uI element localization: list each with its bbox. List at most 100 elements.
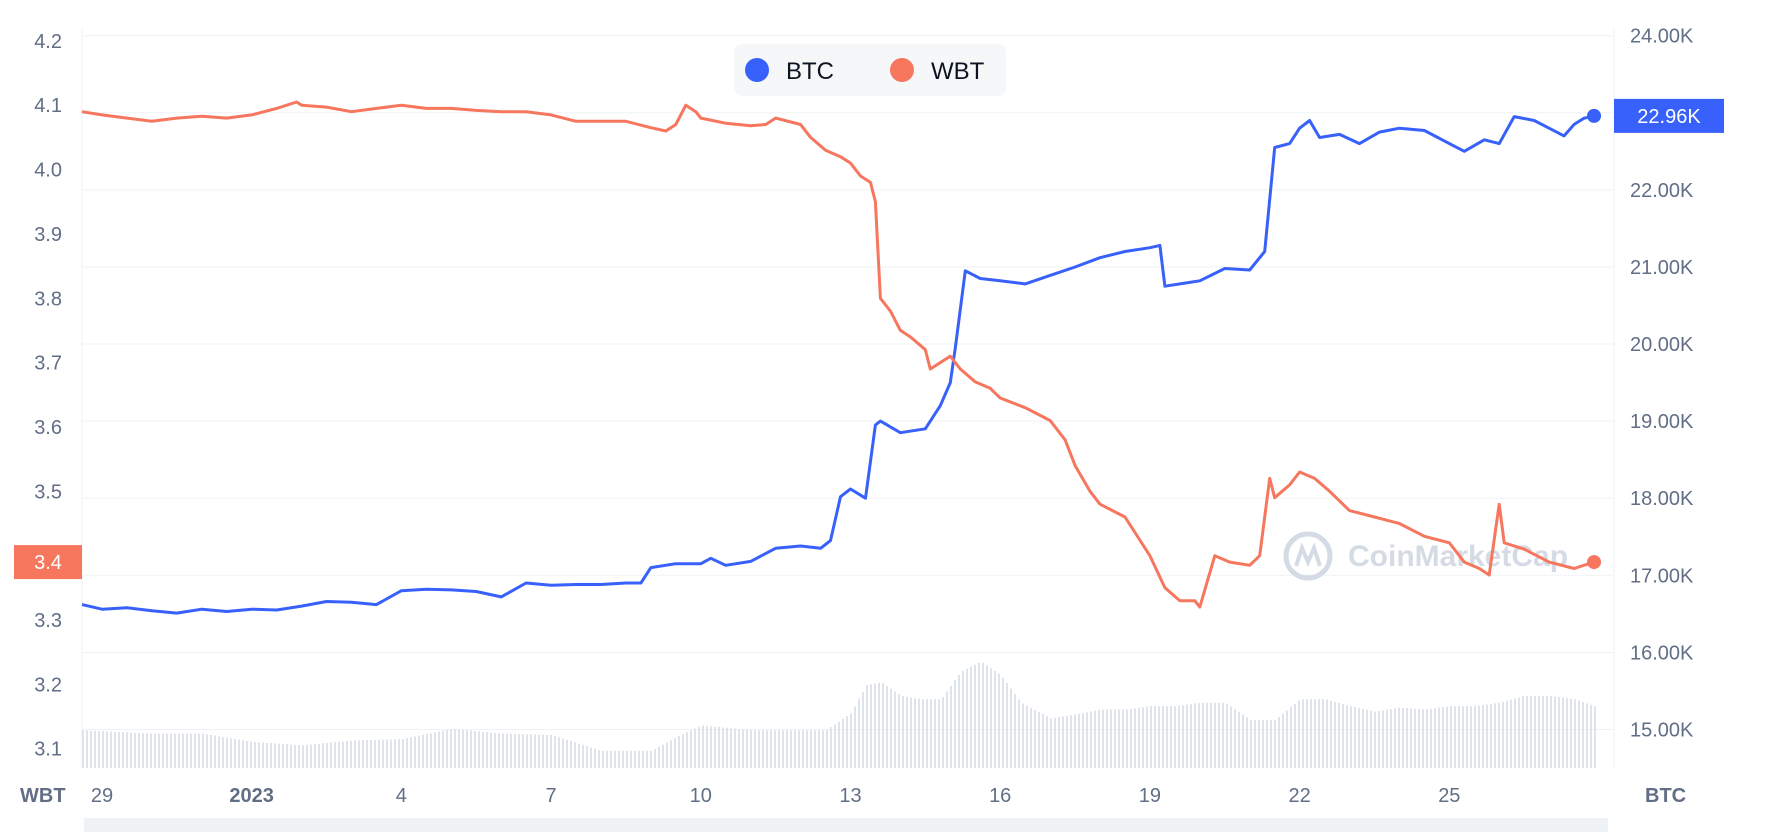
volume-bar bbox=[162, 733, 164, 768]
volume-bar bbox=[238, 739, 240, 768]
volume-bar bbox=[450, 729, 452, 768]
volume-bar bbox=[1090, 711, 1092, 768]
volume-bar bbox=[82, 730, 84, 768]
btc-current-value: 22.96K bbox=[1637, 106, 1701, 128]
volume-bar bbox=[382, 739, 384, 768]
volume-bar bbox=[1094, 710, 1096, 768]
volume-bar bbox=[1454, 706, 1456, 768]
series-endpoint-wbt[interactable] bbox=[1587, 555, 1602, 570]
volume-bar bbox=[1322, 699, 1324, 768]
volume-bar bbox=[1210, 702, 1212, 768]
volume-bar bbox=[1558, 697, 1560, 768]
volume-bar bbox=[1578, 700, 1580, 768]
series-line-btc[interactable] bbox=[81, 114, 1595, 615]
volume-bar bbox=[626, 750, 628, 768]
volume-bar bbox=[138, 732, 140, 768]
volume-bar bbox=[654, 749, 656, 768]
volume-bar bbox=[1438, 707, 1440, 768]
volume-bar bbox=[990, 668, 992, 768]
volume-bar bbox=[1594, 706, 1596, 768]
left-axis-tick-label: 4.2 bbox=[34, 31, 62, 53]
volume-bar bbox=[1274, 719, 1276, 768]
volume-bar bbox=[638, 750, 640, 768]
volume-bar bbox=[1130, 708, 1132, 768]
volume-bar bbox=[1050, 718, 1052, 768]
legend[interactable]: BTC WBT bbox=[734, 44, 1006, 96]
right-axis-tick-label: 22.00K bbox=[1630, 180, 1694, 202]
volume-bar bbox=[1270, 719, 1272, 768]
volume-bar bbox=[830, 727, 832, 768]
volume-bar bbox=[90, 730, 92, 768]
volume-bar bbox=[650, 750, 652, 768]
x-axis-tick-label: 7 bbox=[546, 785, 557, 807]
volume-bar bbox=[1222, 702, 1224, 768]
volume-bar bbox=[430, 733, 432, 768]
volume-bar bbox=[734, 728, 736, 768]
volume-bar bbox=[646, 750, 648, 768]
volume-bar bbox=[1550, 695, 1552, 768]
watermark: CoinMarketCap bbox=[1283, 531, 1568, 581]
volume-bar bbox=[898, 694, 900, 768]
volume-bar bbox=[1098, 709, 1100, 768]
volume-bar bbox=[418, 735, 420, 768]
series-line-wbt[interactable] bbox=[81, 100, 1595, 609]
volume-bar bbox=[282, 743, 284, 768]
volume-bar bbox=[1374, 711, 1376, 768]
volume-bar bbox=[434, 732, 436, 768]
volume-bar bbox=[1206, 702, 1208, 768]
volume-bar bbox=[1198, 702, 1200, 768]
legend-label-wbt[interactable]: WBT bbox=[931, 58, 985, 85]
volume-bar bbox=[342, 741, 344, 768]
volume-bar bbox=[1290, 707, 1292, 768]
volume-bar bbox=[838, 721, 840, 768]
volume-bar bbox=[258, 742, 260, 768]
volume-bar bbox=[218, 736, 220, 768]
volume-bar bbox=[814, 730, 816, 768]
volume-bar bbox=[414, 736, 416, 768]
volume-bar bbox=[1462, 706, 1464, 768]
volume-bar bbox=[1486, 704, 1488, 768]
volume-bar bbox=[1178, 705, 1180, 768]
volume-bar bbox=[1310, 699, 1312, 768]
volume-bar bbox=[550, 734, 552, 768]
volume-bar bbox=[762, 730, 764, 768]
volume-bar bbox=[1302, 699, 1304, 768]
volume-bar bbox=[1114, 709, 1116, 768]
volume-bar bbox=[1258, 719, 1260, 768]
volume-bar bbox=[1530, 695, 1532, 768]
volume-bar bbox=[474, 731, 476, 768]
legend-label-btc[interactable]: BTC bbox=[786, 58, 834, 85]
left-axis-tick-label: 3.2 bbox=[34, 674, 62, 696]
volume-bar bbox=[1394, 708, 1396, 768]
volume-bar bbox=[1238, 711, 1240, 768]
volume-bar bbox=[106, 731, 108, 768]
volume-bar bbox=[346, 741, 348, 768]
range-navigator[interactable] bbox=[84, 818, 1608, 832]
volume-bar bbox=[442, 730, 444, 768]
volume-bar bbox=[926, 699, 928, 768]
volume-bar bbox=[1590, 704, 1592, 768]
coinmarketcap-mark-icon bbox=[1294, 542, 1322, 568]
volume-bar bbox=[182, 733, 184, 768]
volume-bar bbox=[1058, 717, 1060, 768]
volume-bar bbox=[574, 742, 576, 768]
volume-bar bbox=[618, 750, 620, 768]
volume-bar bbox=[1190, 704, 1192, 768]
volume-bar bbox=[918, 698, 920, 768]
volume-bar bbox=[714, 726, 716, 768]
volume-bar bbox=[446, 729, 448, 768]
series-endpoint-btc[interactable] bbox=[1587, 108, 1602, 123]
left-axis-tick-label: 3.1 bbox=[34, 739, 62, 761]
volume-bar bbox=[1106, 709, 1108, 768]
volume-bar bbox=[510, 733, 512, 768]
wbt-current-value: 3.4 bbox=[34, 552, 62, 574]
volume-bar bbox=[1542, 695, 1544, 768]
volume-bar bbox=[1122, 709, 1124, 768]
volume-bar bbox=[1014, 694, 1016, 768]
volume-bar bbox=[1498, 702, 1500, 768]
volume-bar bbox=[254, 742, 256, 768]
volume-bar bbox=[490, 732, 492, 768]
volume-bar bbox=[214, 735, 216, 768]
volume-bar bbox=[806, 730, 808, 768]
